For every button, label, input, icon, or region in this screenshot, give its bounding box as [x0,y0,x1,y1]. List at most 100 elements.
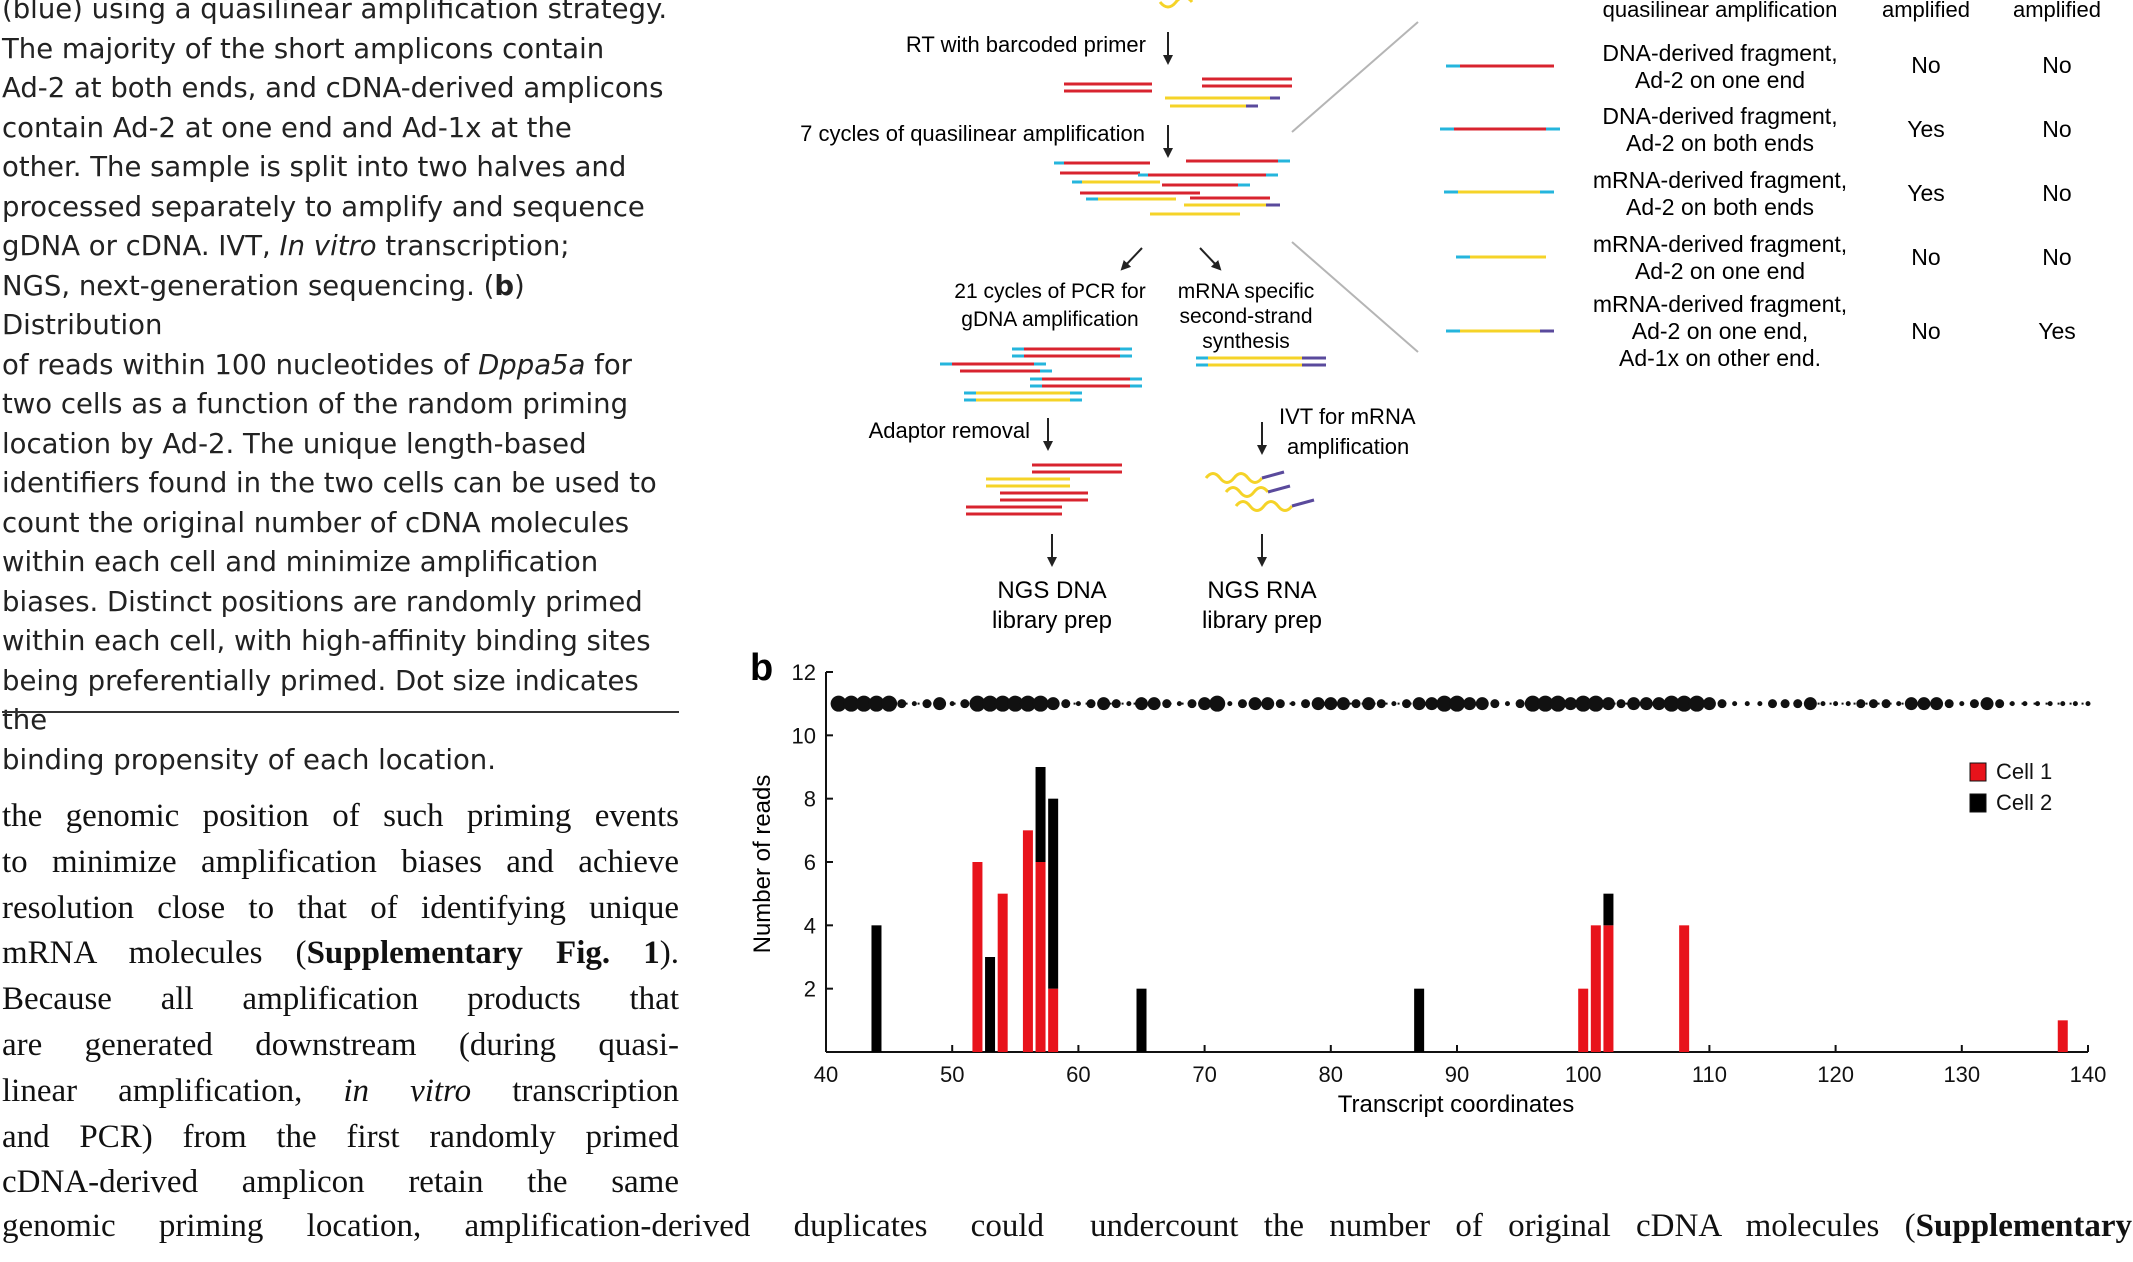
binding-dot [1351,699,1361,709]
binding-dot [1744,701,1750,707]
y-tick-label: 12 [792,660,816,685]
binding-dot [1019,695,1036,712]
step-quasi-label: 7 cycles of quasilinear amplification [800,121,1145,146]
panel-b-label: b [750,647,773,689]
binding-dot [1803,697,1817,711]
table-row: mRNA-derived fragment, Ad-2 on one end N… [1593,231,2072,284]
binding-dot [1676,695,1693,712]
table-row: DNA-derived fragment, Ad-2 on one end No… [1602,40,2071,93]
binding-dot [1237,699,1247,709]
x-tick-label: 130 [1943,1062,1980,1087]
binding-dot [1290,701,1296,707]
binding-dot [1490,699,1500,709]
binding-dot [1111,699,1121,709]
legend-label: Cell 2 [1996,790,2052,815]
x-tick-label: 60 [1066,1062,1090,1087]
table-row-desc: mRNA-derived fragment, [1593,231,1847,257]
binding-dot [1969,699,1979,709]
table-row-desc: DNA-derived fragment, [1602,103,1837,129]
table-cell: No [1911,52,1940,78]
binding-dot [1732,701,1738,707]
bar-cell-1 [2057,1020,2068,1052]
binding-dot [949,701,955,707]
binding-dot [1275,699,1285,709]
binding-dot [855,695,872,712]
legend-label: Cell 1 [1996,759,2052,784]
step-ngs-dna-label-1: NGS DNA [997,577,1106,604]
bar-cell-2 [1035,767,1046,862]
binding-dot [1896,701,1902,707]
ivt-rna-waves [1204,470,1315,512]
binding-dot [922,699,932,709]
body-line: Because all amplification products that [2,981,679,1018]
binding-dot [1793,699,1803,709]
binding-dot [1007,695,1024,712]
binding-dot [1717,699,1727,709]
caption-line: count the original number of cDNA molecu… [2,506,630,539]
second-strand-products [1196,356,1326,367]
caption-line: (blue) using a quasilinear amplification… [2,0,668,25]
callout-line [1291,21,1419,133]
binding-dot [1261,697,1275,711]
x-tick-label: 90 [1445,1062,1469,1087]
table-row-desc: mRNA-derived fragment, [1593,167,1847,193]
binding-dot [1549,695,1566,712]
x-tick-label: 140 [2070,1062,2107,1087]
binding-dot [1075,701,1081,707]
bar-cell-2 [1414,988,1425,1052]
callout-line [1291,241,1419,353]
bar-cell-2 [1603,893,1614,926]
binding-dot [1702,697,1716,711]
binding-dot [933,697,947,711]
binding-dot [1868,699,1878,709]
binding-dot [1930,697,1944,711]
quasilinear-products [1054,159,1290,216]
caption-line: contain Ad-2 at one end and Ad-1x at the [2,111,572,144]
body-line: and PCR) from the first randomly primed [2,1118,679,1155]
table-cell: No [2042,244,2071,270]
binding-dot [2022,701,2028,707]
binding-dot [1198,697,1212,711]
bar-cell-1 [1048,988,1059,1052]
binding-dot [1135,697,1148,711]
bar-cell-2 [985,957,996,1052]
figure-caption: (blue) using a quasilinear amplification… [2,0,682,780]
caption-line: other. The sample is split into two halv… [2,151,627,183]
body-line: cDNA-derived amplicon retain the same [2,1164,679,1201]
binding-dot [1904,697,1918,711]
table-cell: No [2042,116,2071,142]
step-ngs-dna-label-2: library prep [992,607,1112,634]
binding-dot [1248,697,1262,711]
binding-dot [1436,695,1453,712]
table-cell: No [1911,318,1940,344]
binding-dot [868,695,885,712]
caption-line: location by Ad-2. The unique length-base… [2,427,587,460]
binding-dot [1587,695,1604,712]
binding-dot [1833,701,1839,707]
x-axis-label: Transcript coordinates [1338,1091,1575,1118]
table-row-desc: DNA-derived fragment, [1602,40,1837,66]
binding-dot [1768,699,1777,709]
binding-dot [1412,697,1426,711]
step-second-strand-label-2: second-strand [1179,305,1312,328]
binding-dot [1820,701,1826,707]
caption-line: within each cell and minimize amplificat… [2,546,599,578]
binding-dot [960,699,970,709]
table-cell: Yes [2038,318,2076,344]
step-pcr-label-2: gDNA amplification [961,308,1138,331]
table-cell: No [2042,52,2071,78]
caption-line: of reads within 100 nucleotides of Dppa5… [2,348,632,381]
body-text-bottom-left: genomic priming location, amplification-… [2,1204,1044,1250]
binding-dot [1845,701,1851,707]
step-rt-label: RT with barcoded primer [906,32,1146,57]
x-tick-label: 70 [1192,1062,1216,1087]
y-tick-label: 10 [792,723,816,748]
table-row-desc: Ad-2 on one end, [1632,318,1808,344]
binding-dot [1187,699,1197,709]
binding-dot [1362,697,1376,711]
bar-cell-1 [1578,988,1589,1052]
table-row-desc: Ad-1x on other end. [1619,345,1821,371]
body-line: linear amplification, in vitro transcrip… [2,1072,680,1109]
y-tick-label: 4 [804,913,816,938]
binding-dot [1688,695,1705,712]
